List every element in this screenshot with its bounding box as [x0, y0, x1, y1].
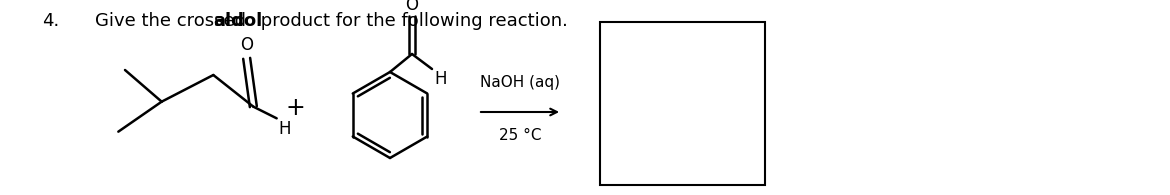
Text: +: +: [285, 96, 305, 120]
Text: 4.: 4.: [42, 12, 60, 30]
Text: product for the following reaction.: product for the following reaction.: [255, 12, 567, 30]
Text: aldol: aldol: [213, 12, 262, 30]
Text: 25 °C: 25 °C: [498, 128, 542, 143]
Text: O: O: [406, 0, 419, 14]
Text: NaOH (aq): NaOH (aq): [480, 75, 560, 90]
Bar: [600, 22, 765, 185]
Text: H: H: [278, 120, 291, 138]
Text: O: O: [240, 36, 253, 54]
Text: H: H: [434, 70, 447, 88]
Text: Give the crossed: Give the crossed: [95, 12, 252, 30]
